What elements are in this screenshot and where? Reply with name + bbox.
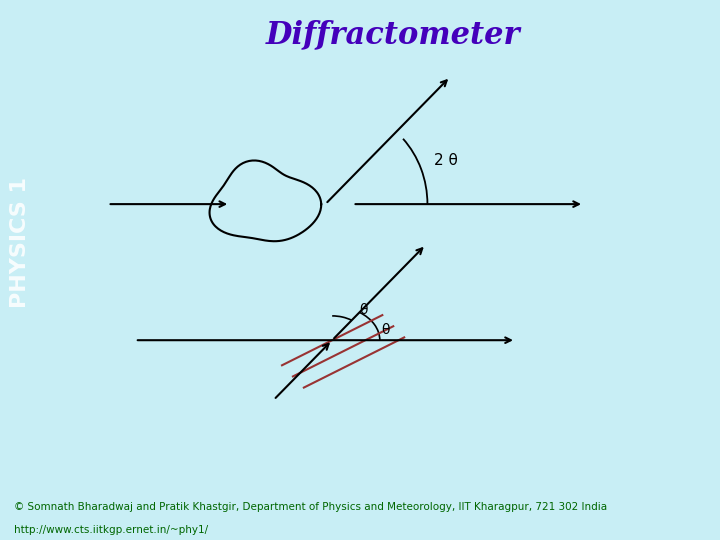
Text: θ: θ (359, 303, 368, 317)
Text: PHYSICS 1: PHYSICS 1 (10, 178, 30, 308)
Text: Diffractometer: Diffractometer (266, 19, 521, 50)
Text: 2 θ: 2 θ (434, 153, 458, 168)
Text: θ: θ (381, 322, 390, 336)
Text: © Somnath Bharadwaj and Pratik Khastgir, Department of Physics and Meteorology, : © Somnath Bharadwaj and Pratik Khastgir,… (14, 502, 608, 512)
Text: http://www.cts.iitkgp.ernet.in/~phy1/: http://www.cts.iitkgp.ernet.in/~phy1/ (14, 525, 209, 535)
